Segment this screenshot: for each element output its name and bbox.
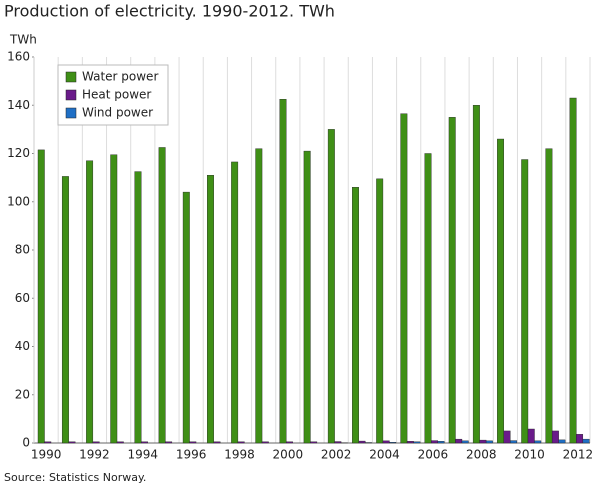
- bar: [303, 150, 311, 444]
- bar: [534, 440, 542, 444]
- bar: [389, 442, 397, 444]
- x-tick-label: 1994: [128, 448, 159, 462]
- bar: [472, 105, 480, 444]
- bar: [92, 441, 100, 444]
- x-tick-label: 1992: [79, 448, 110, 462]
- x-tick-label: 1996: [176, 448, 207, 462]
- y-tick-label: 60: [15, 291, 30, 305]
- y-axis-label: TWh: [9, 33, 37, 47]
- source: Source: Statistics Norway.: [4, 471, 146, 484]
- bar: [352, 187, 359, 444]
- bar: [527, 428, 535, 444]
- legend-swatch: [65, 89, 77, 101]
- bar: [376, 178, 384, 444]
- bar: [61, 176, 69, 444]
- bar: [558, 439, 566, 444]
- bar: [576, 434, 584, 444]
- bar: [261, 441, 269, 444]
- legend-label: Heat power: [82, 88, 151, 102]
- bar: [510, 440, 518, 444]
- bar: [448, 117, 456, 444]
- bar: [44, 441, 52, 444]
- bar: [400, 113, 408, 444]
- legend-box: [57, 64, 169, 126]
- bar: [37, 149, 45, 444]
- bar: [134, 171, 142, 444]
- bar: [455, 438, 463, 444]
- bar: [424, 153, 432, 444]
- bar: [165, 441, 173, 444]
- y-tick-label: 80: [15, 243, 30, 257]
- bar: [255, 148, 263, 444]
- legend-label: Water power: [82, 70, 158, 84]
- x-tick-label: 2002: [321, 448, 352, 462]
- legend-swatch: [65, 107, 77, 119]
- bar: [110, 154, 118, 444]
- legend-label: Wind power: [82, 106, 153, 120]
- x-tick-label: 1998: [224, 448, 255, 462]
- bar: [158, 147, 166, 444]
- bar: [327, 129, 335, 444]
- bar: [140, 441, 148, 444]
- bar: [207, 175, 214, 444]
- bar: [485, 440, 493, 444]
- x-tick-label: 2008: [466, 448, 497, 462]
- x-tick-label: 2006: [418, 448, 449, 462]
- bar: [279, 99, 287, 444]
- bar: [286, 441, 293, 444]
- bar: [182, 191, 190, 444]
- bar: [213, 441, 221, 444]
- legend-swatch: [65, 71, 77, 83]
- bar: [310, 441, 318, 444]
- bar: [406, 441, 414, 444]
- bar: [521, 159, 529, 444]
- bar: [545, 148, 553, 444]
- bar: [189, 441, 197, 444]
- bar: [431, 440, 438, 444]
- bar: [231, 161, 239, 444]
- bar: [116, 441, 124, 444]
- bar: [382, 440, 390, 444]
- x-tick-label: 2012: [563, 448, 594, 462]
- chart-title: Production of electricity. 1990-2012. TW…: [4, 2, 335, 21]
- y-tick-label: 140: [7, 98, 30, 112]
- bar: [334, 441, 342, 444]
- y-tick-label: 120: [7, 146, 30, 160]
- bar: [437, 441, 445, 444]
- y-tick-label: 100: [7, 194, 30, 208]
- bar: [358, 440, 366, 444]
- bar: [497, 138, 505, 444]
- bar: [569, 97, 577, 444]
- bar: [461, 440, 469, 444]
- x-tick-label: 2000: [273, 448, 304, 462]
- bar: [68, 441, 76, 444]
- bar: [551, 430, 559, 444]
- bar: [503, 430, 511, 444]
- bar: [582, 438, 590, 444]
- bar: [237, 441, 245, 444]
- x-tick-label: 2010: [514, 448, 545, 462]
- y-tick-label: 40: [15, 339, 30, 353]
- bar: [479, 439, 487, 444]
- x-tick-label: 2004: [369, 448, 400, 462]
- y-tick-label: 20: [15, 387, 30, 401]
- bar: [86, 160, 94, 444]
- x-tick-label: 1990: [31, 448, 62, 462]
- y-tick-label: 160: [7, 50, 30, 64]
- y-tick-label: 0: [22, 436, 30, 450]
- bar: [413, 441, 421, 444]
